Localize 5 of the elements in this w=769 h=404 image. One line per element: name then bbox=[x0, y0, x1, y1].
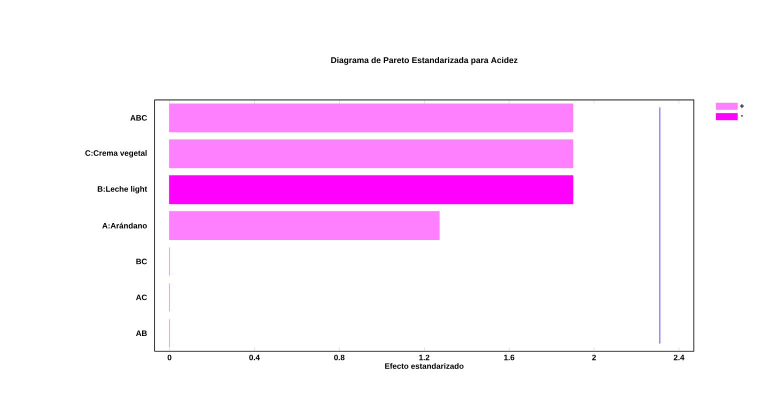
bar bbox=[169, 211, 440, 240]
bar bbox=[169, 175, 574, 204]
chart-title: Diagrama de Pareto Estandarizada para Acidez bbox=[331, 57, 518, 65]
bar bbox=[169, 104, 574, 132]
bar bbox=[169, 140, 574, 168]
